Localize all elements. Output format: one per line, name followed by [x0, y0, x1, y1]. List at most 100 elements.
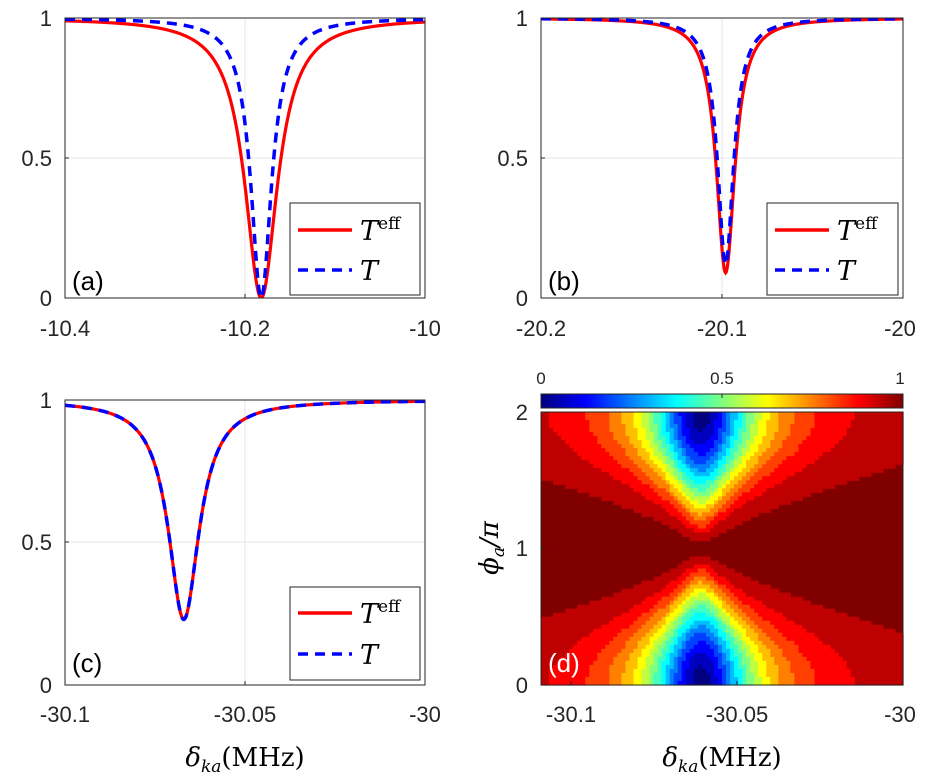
xlabel-subscript: ka: [678, 757, 698, 777]
heatmap-cell: [850, 460, 856, 465]
heatmap-cell: [597, 672, 602, 678]
heatmap-cell: [830, 636, 836, 642]
heatmap-cell: [754, 584, 759, 590]
heatmap-cell: [585, 624, 590, 630]
heatmap-cell: [874, 660, 880, 666]
heatmap-cell: [818, 464, 824, 469]
heatmap-cell: [750, 608, 755, 614]
heatmap-cell: [862, 632, 868, 638]
heatmap-cell: [734, 656, 739, 662]
heatmap-cell: [597, 676, 602, 682]
heatmap-cell: [854, 652, 860, 658]
heatmap-cell: [677, 656, 683, 662]
heatmap-cell: [657, 644, 663, 650]
heatmap-cell: [782, 592, 787, 598]
heatmap-cell: [717, 428, 723, 433]
heatmap-cell: [878, 436, 884, 441]
heatmap-cell: [713, 448, 719, 453]
heatmap-cell: [834, 672, 840, 678]
heatmap-cell: [593, 432, 598, 437]
heatmap-cell: [665, 436, 671, 441]
heatmap-cell: [834, 652, 840, 658]
heatmap-cell: [822, 676, 828, 682]
heatmap-cell: [882, 424, 888, 429]
heatmap-cell: [746, 640, 751, 646]
heatmap-cell: [629, 464, 635, 469]
heatmap-cell: [657, 476, 663, 481]
heatmap-cell: [774, 596, 779, 602]
heatmap-cell: [746, 668, 751, 674]
heatmap-cell: [601, 484, 606, 489]
heatmap-cell: [605, 460, 610, 465]
heatmap-cell: [609, 452, 614, 457]
heatmap-cell: [565, 440, 570, 445]
heatmap-cell: [669, 584, 675, 590]
heatmap-cell: [557, 416, 562, 421]
heatmap-cell: [605, 652, 610, 658]
heatmap-cell: [894, 664, 900, 670]
heatmap-cell: [882, 676, 888, 682]
heatmap-cell: [770, 456, 775, 461]
heatmap-cell: [766, 444, 771, 449]
heatmap-cell: [890, 444, 896, 449]
heatmap-cell: [577, 604, 582, 610]
heatmap-cell: [786, 484, 791, 489]
heatmap-cell: [750, 644, 755, 650]
heatmap-cell: [746, 628, 751, 634]
heatmap-cell: [758, 608, 763, 614]
heatmap-cell: [601, 496, 606, 501]
heatmap-cell: [862, 468, 868, 473]
heatmap-cell: [689, 536, 695, 542]
heatmap-cell: [854, 656, 860, 662]
heatmap-cell: [701, 672, 707, 678]
heatmap-cell: [842, 412, 848, 417]
heatmap-cell: [653, 660, 659, 666]
heatmap-cell: [794, 600, 800, 606]
heatmap-cell: [762, 676, 767, 682]
heatmap-cell: [589, 628, 594, 634]
heatmap-cell: [589, 640, 594, 646]
heatmap-cell: [774, 500, 779, 505]
heatmap-cell: [762, 612, 767, 618]
heatmap-cell: [577, 640, 582, 646]
heatmap-cell: [858, 668, 864, 674]
heatmap-cell: [657, 660, 663, 666]
heatmap-cell: [834, 420, 840, 425]
heatmap-cell: [705, 484, 711, 489]
heatmap-cell: [693, 584, 699, 590]
heatmap-cell: [633, 500, 639, 505]
heatmap-cell: [866, 472, 872, 477]
heatmap-cell: [754, 604, 759, 610]
heatmap-cell: [758, 664, 763, 670]
heatmap-cell: [717, 604, 723, 610]
heatmap-cell: [742, 468, 747, 473]
heatmap-cell: [557, 668, 562, 674]
heatmap-cell: [557, 660, 562, 666]
heatmap-cell: [665, 576, 671, 582]
heatmap-cell: [645, 480, 651, 485]
heatmap-cell: [838, 680, 844, 686]
heatmap-cell: [633, 460, 639, 465]
heatmap-cell: [577, 432, 582, 437]
heatmap-cell: [742, 424, 747, 429]
heatmap-cell: [826, 640, 832, 646]
heatmap-cell: [697, 572, 703, 578]
heatmap-cell: [693, 424, 699, 429]
heatmap-cell: [766, 640, 771, 646]
heatmap-cell: [633, 412, 639, 417]
heatmap-cell: [866, 620, 872, 626]
heatmap-cell: [633, 588, 639, 594]
heatmap-cell: [754, 444, 759, 449]
heatmap-cell: [633, 472, 639, 477]
heatmap-cell: [717, 672, 723, 678]
heatmap-cell: [645, 456, 651, 461]
heatmap-cell: [790, 424, 795, 429]
heatmap-cell: [701, 576, 707, 582]
heatmap-cell: [717, 524, 723, 530]
heatmap-cell: [810, 456, 816, 461]
heatmap-cell: [822, 608, 828, 614]
heatmap-cell: [677, 488, 683, 493]
heatmap-cell: [830, 652, 836, 658]
heatmap-cell: [661, 580, 667, 586]
heatmap-cell: [746, 576, 751, 582]
